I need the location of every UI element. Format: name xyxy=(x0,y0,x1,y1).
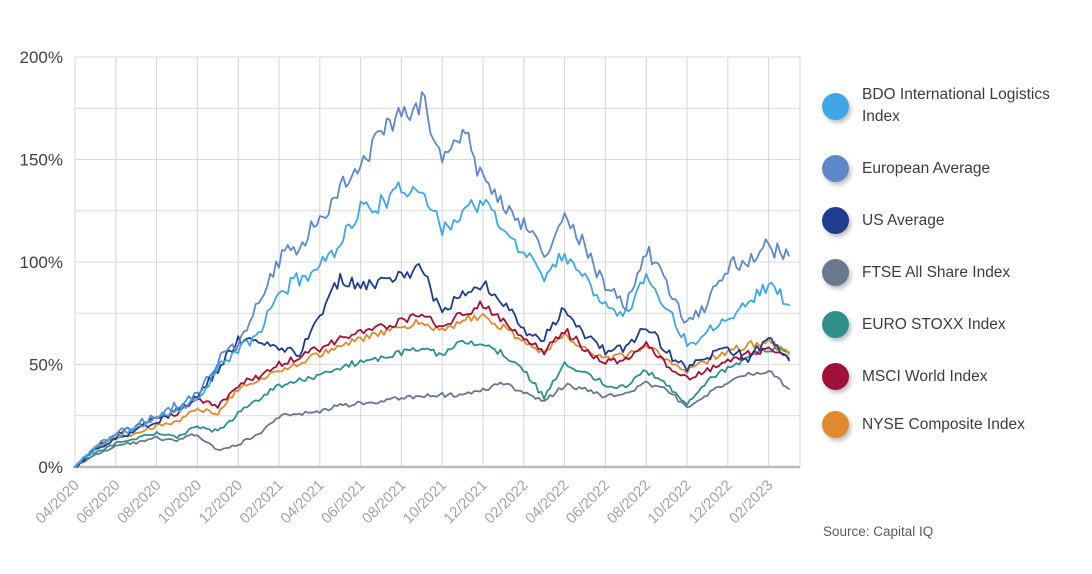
x-tick-label: 06/2020 xyxy=(73,477,123,527)
x-tick-label: 08/2022 xyxy=(604,477,654,527)
legend-color-dot xyxy=(822,311,849,338)
legend-label: NYSE Composite Index xyxy=(862,415,1025,433)
legend-item-msci-world-index: MSCI World Index xyxy=(822,363,987,390)
legend-item-nyse-composite-index: NYSE Composite Index xyxy=(822,411,1025,438)
source-note: Source: Capital IQ xyxy=(823,524,934,539)
legend-label: FTSE All Share Index xyxy=(862,263,1011,281)
x-tick-label: 10/2021 xyxy=(400,477,450,527)
x-tick-label: 12/2022 xyxy=(685,477,735,527)
series-line-european-average xyxy=(74,91,790,468)
x-tick-label: 06/2021 xyxy=(318,477,368,527)
y-tick-label: 50% xyxy=(29,356,63,375)
legend-item-us-average: US Average xyxy=(822,207,944,234)
series-line-nyse-composite-index xyxy=(74,313,790,468)
x-axis-labels: 04/202006/202008/202010/202012/202002/20… xyxy=(32,477,776,527)
legend-color-dot xyxy=(822,207,849,234)
series-line-euro-stoxx-index xyxy=(74,339,790,468)
legend-item-euro-stoxx-index: EURO STOXX Index xyxy=(822,311,1006,338)
legend-color-dot xyxy=(822,259,849,286)
gridlines xyxy=(74,56,801,468)
series-lines xyxy=(74,91,790,468)
legend-item-bdo-international-logistics-index: BDO International Logistics Index xyxy=(822,84,1067,128)
legend-color-dot xyxy=(822,92,849,120)
y-tick-label: 200% xyxy=(20,48,63,67)
series-line-ftse-all-share-index xyxy=(74,370,790,468)
y-tick-label: 150% xyxy=(20,151,63,170)
legend-label: US Average xyxy=(862,211,945,229)
legend-label: EURO STOXX Index xyxy=(862,315,1006,333)
y-tick-label: 100% xyxy=(20,253,63,272)
x-tick-label: 02/2022 xyxy=(481,477,531,527)
series-line-bdo-international-logistics-index xyxy=(74,181,790,468)
series-line-msci-world-index xyxy=(74,300,790,468)
y-axis-labels: 0% 50% 100% 150% 200% xyxy=(20,48,63,477)
x-tick-label: 06/2022 xyxy=(563,477,613,527)
legend-item-european-average: European Average xyxy=(822,155,990,182)
chart-legend: BDO International Logistics Index Europea… xyxy=(822,0,1088,574)
x-tick-label: 04/2020 xyxy=(32,477,82,527)
x-tick-label: 10/2022 xyxy=(644,477,694,527)
x-tick-label: 12/2021 xyxy=(440,477,490,527)
x-tick-label: 12/2020 xyxy=(196,477,246,527)
x-tick-label: 10/2020 xyxy=(155,477,205,527)
x-tick-label: 08/2020 xyxy=(114,477,164,527)
legend-label: MSCI World Index xyxy=(862,367,988,385)
y-tick-label: 0% xyxy=(38,458,63,477)
legend-label: European Average xyxy=(862,159,991,177)
x-tick-label: 08/2021 xyxy=(359,477,409,527)
legend-color-dot xyxy=(822,363,849,390)
legend-color-dot xyxy=(822,155,849,182)
x-tick-label: 02/2021 xyxy=(236,477,286,527)
x-tick-label: 02/2023 xyxy=(726,477,776,527)
series-line-us-average xyxy=(74,263,790,468)
legend-color-dot xyxy=(822,411,849,438)
x-tick-label: 04/2022 xyxy=(522,477,572,527)
x-tick-label: 04/2021 xyxy=(277,477,327,527)
legend-label: BDO International Logistics Index xyxy=(862,86,1050,125)
legend-item-ftse-all-share-index: FTSE All Share Index xyxy=(822,259,1010,286)
